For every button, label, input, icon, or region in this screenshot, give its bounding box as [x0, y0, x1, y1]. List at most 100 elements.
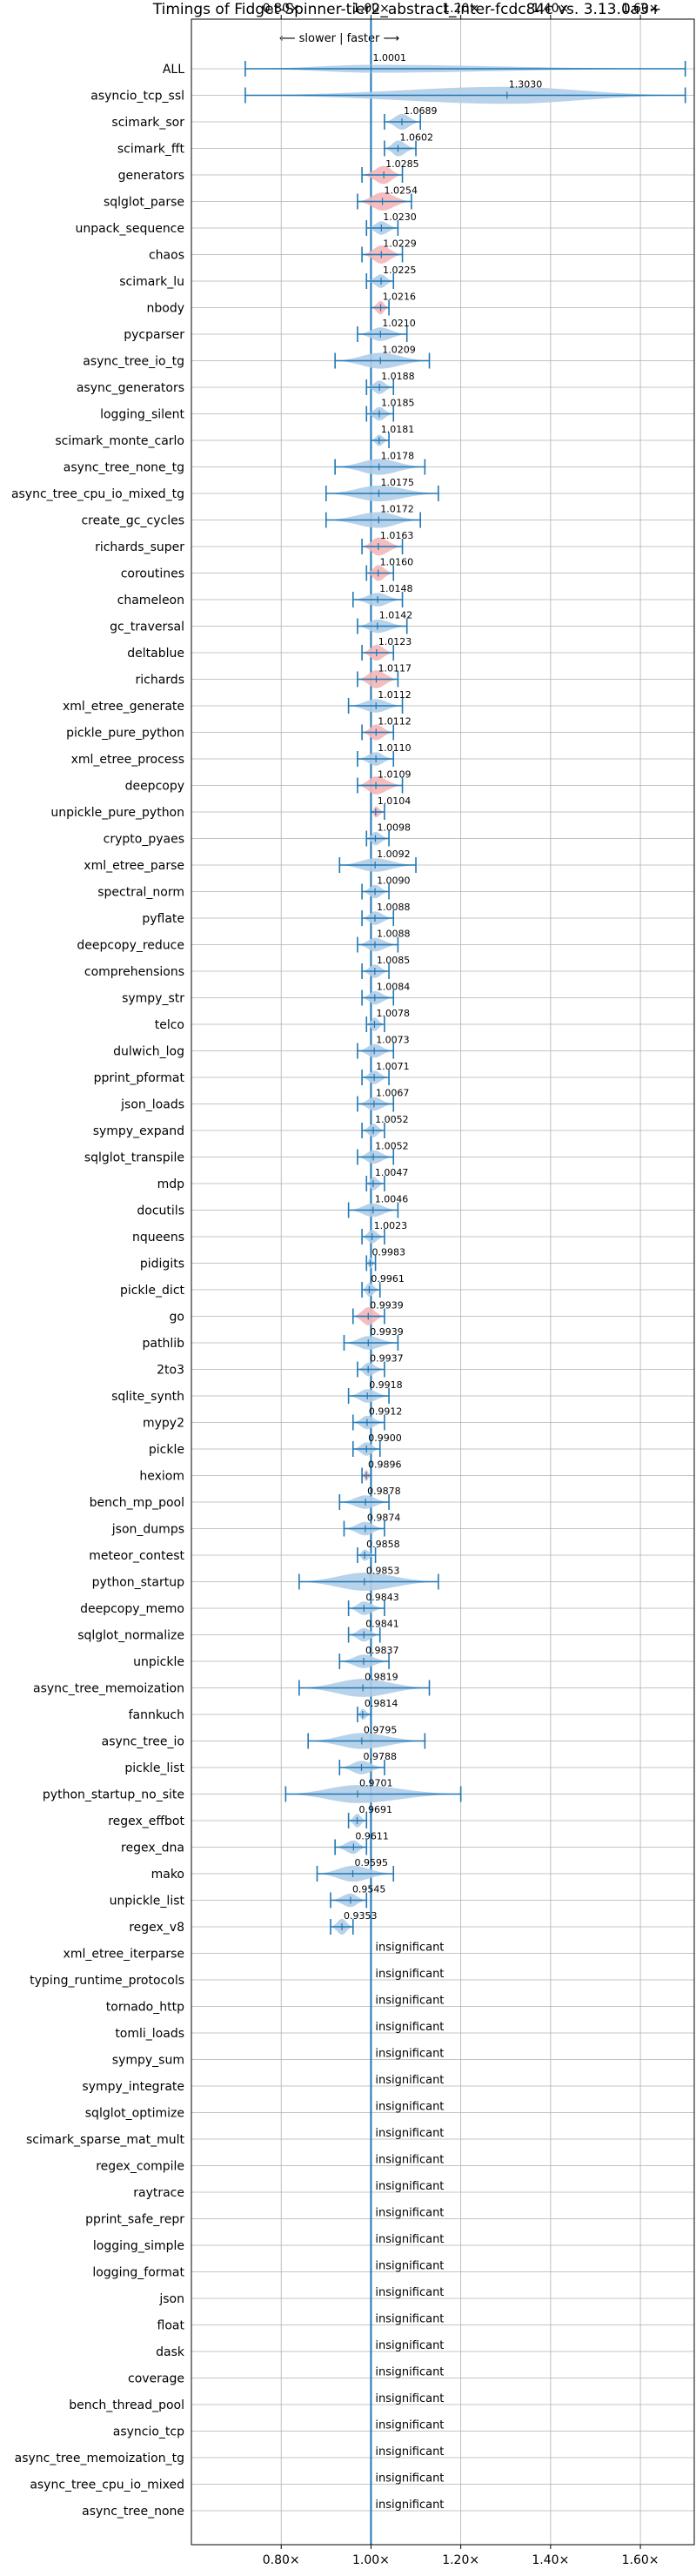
insignificant-label: insignificant — [375, 2127, 444, 2140]
value-label: 0.9837 — [365, 1645, 399, 1656]
benchmark-label: scimark_sor — [111, 116, 184, 130]
value-label: 1.0117 — [378, 663, 412, 674]
benchmark-label: sympy_integrate — [82, 2080, 184, 2094]
value-label: 1.0123 — [378, 636, 412, 647]
benchmark-label: unpickle_pure_python — [50, 806, 184, 820]
benchmark-label: sqlglot_transpile — [84, 1151, 184, 1165]
benchmark-label: async_tree_cpu_io_mixed — [30, 2479, 184, 2492]
value-label: 1.0085 — [377, 955, 411, 966]
benchmark-label: meteor_contest — [89, 1549, 184, 1563]
benchmark-label: bench_mp_pool — [90, 1496, 184, 1510]
benchmark-label: create_gc_cycles — [81, 514, 184, 528]
benchmark-label: json — [158, 2292, 184, 2306]
insignificant-label: insignificant — [375, 2499, 444, 2512]
benchmark-label: typing_runtime_protocols — [30, 1974, 184, 1988]
benchmark-label: regex_v8 — [129, 1921, 184, 1935]
benchmark-label: json_dumps — [111, 1523, 184, 1537]
x-tick-label-bottom: 1.60× — [622, 2553, 659, 2567]
benchmark-label: chameleon — [117, 594, 184, 607]
value-label: 1.0178 — [381, 451, 415, 462]
insignificant-label: insignificant — [375, 2419, 444, 2432]
benchmark-label: richards — [136, 674, 185, 688]
value-label: 1.0090 — [377, 875, 411, 887]
benchmark-label: pyflate — [142, 912, 184, 926]
benchmark-label: gc_traversal — [110, 621, 184, 634]
value-label: 0.9545 — [352, 1884, 386, 1895]
value-label: 1.0254 — [385, 185, 418, 197]
benchmark-label: python_startup_no_site — [43, 1788, 184, 1802]
value-label: 1.3030 — [509, 79, 543, 91]
benchmark-label: regex_dna — [121, 1841, 184, 1855]
benchmark-label: logging_format — [92, 2266, 184, 2280]
value-label: 1.0098 — [377, 822, 411, 834]
plot-marks: 1.0001 1.3030 1.0689 1.0602 1.0285 1.0254 1.02… — [244, 19, 686, 2545]
benchmark-label: pidigits — [140, 1258, 184, 1271]
benchmark-label: go — [170, 1311, 184, 1325]
insignificant-label: insignificant — [375, 2313, 444, 2326]
value-label: 1.0071 — [376, 1061, 410, 1072]
benchmark-label: nqueens — [132, 1231, 184, 1244]
benchmark-label: sympy_expand — [93, 1124, 184, 1138]
benchmark-label: asyncio_tcp_ssl — [90, 90, 184, 104]
insignificant-label: insignificant — [375, 2366, 444, 2379]
benchmark-label: spectral_norm — [97, 886, 184, 900]
benchmark-labels: ALL asyncio_tcp_ssl scimark_sor scimark_fft… — [11, 63, 185, 2519]
insignificant-label: insignificant — [375, 2101, 444, 2114]
value-label: 0.9843 — [365, 1592, 399, 1603]
benchmark-label: mako — [151, 1868, 184, 1882]
benchmark-label: pickle — [149, 1443, 184, 1457]
x-tick-label-top: 1.60× — [622, 2, 659, 16]
benchmark-label: deepcopy_reduce — [77, 939, 184, 953]
x-tick-label-bottom: 1.20× — [442, 2553, 479, 2567]
value-label: 1.0229 — [383, 238, 417, 250]
insignificant-label: insignificant — [375, 2180, 444, 2193]
benchmark-label: unpack_sequence — [76, 222, 184, 236]
value-label: 1.0067 — [376, 1088, 410, 1099]
benchmark-label: deltablue — [127, 647, 184, 661]
value-label: 0.9912 — [369, 1406, 403, 1418]
value-label: 1.0181 — [381, 424, 415, 435]
value-label: 1.0104 — [378, 795, 412, 807]
benchmark-label: raytrace — [133, 2186, 184, 2200]
value-label: 1.0052 — [375, 1114, 409, 1125]
value-label: 1.0188 — [381, 371, 415, 382]
benchmark-label: pickle_list — [124, 1761, 184, 1775]
value-label: 1.0088 — [377, 929, 411, 940]
benchmark-label: scimark_sparse_mat_mult — [26, 2133, 184, 2147]
chart-title: Timings of Fidget-Spinner-tier2_abstract… — [152, 1, 662, 18]
benchmark-label: logging_silent — [100, 408, 184, 422]
value-label: 1.0209 — [382, 345, 416, 356]
benchmark-label: tornado_http — [106, 2001, 184, 2015]
value-label: 1.0285 — [385, 158, 419, 170]
benchmark-label: logging_simple — [93, 2239, 184, 2253]
insignificant-label: insignificant — [375, 2339, 444, 2352]
value-label: 0.9900 — [368, 1432, 402, 1444]
value-label: 0.9691 — [358, 1804, 392, 1815]
value-label: 0.9814 — [365, 1698, 398, 1709]
x-tick-label-bottom: 0.80× — [263, 2553, 300, 2567]
benchmark-label: async_tree_none_tg — [64, 461, 184, 475]
value-label: 0.9896 — [368, 1459, 402, 1471]
benchmark-label: coroutines — [121, 567, 184, 581]
direction-label: ⟵ slower | faster ⟶ — [279, 32, 399, 45]
benchmark-label: sqlglot_optimize — [85, 2107, 184, 2121]
value-label: 0.9937 — [370, 1353, 404, 1365]
value-label: 1.0023 — [374, 1220, 408, 1231]
benchmark-label: pickle_pure_python — [66, 727, 184, 741]
value-label: 0.9939 — [370, 1326, 404, 1338]
benchmark-label: dask — [156, 2345, 185, 2359]
value-label: 1.0210 — [382, 318, 416, 329]
benchmark-label: sqlglot_normalize — [77, 1629, 184, 1643]
value-label: 1.0088 — [377, 902, 411, 913]
value-label: 1.0148 — [379, 583, 413, 594]
value-label: 0.9853 — [366, 1566, 400, 1577]
value-label: 0.9701 — [359, 1778, 393, 1789]
value-label: 1.0084 — [377, 982, 411, 993]
benchmark-label: scimark_lu — [119, 275, 184, 289]
value-label: 1.0001 — [372, 52, 406, 64]
insignificant-label: insignificant — [375, 1995, 444, 2008]
benchmark-label: python_startup — [92, 1576, 184, 1590]
value-label: 1.0160 — [380, 557, 414, 568]
benchmark-label: xml_etree_process — [71, 753, 184, 767]
